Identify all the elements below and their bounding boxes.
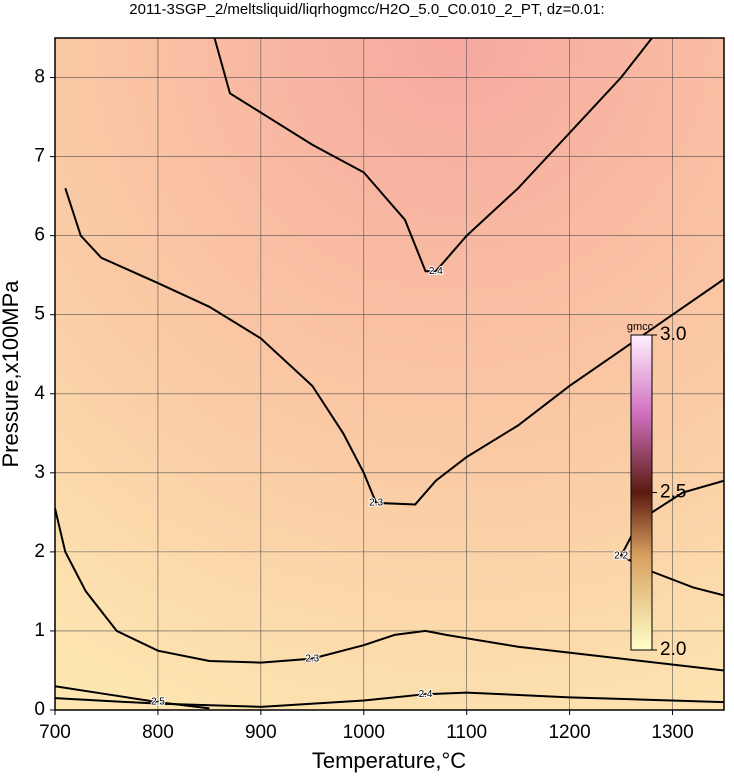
x-tick-label: 700 — [39, 722, 71, 743]
contour-label: 2.2 — [614, 550, 628, 561]
x-tick-label: 900 — [245, 722, 277, 743]
plot-background — [55, 38, 724, 710]
plot-frame — [54, 37, 725, 711]
contour-label: 2.5 — [151, 697, 165, 708]
y-tick-label: 8 — [34, 67, 45, 88]
contour-line — [619, 479, 725, 597]
x-tick-label: 1300 — [651, 722, 693, 743]
y-axis-label: Pressure,x100MPa — [0, 280, 23, 468]
contour-label: 2.3 — [305, 653, 319, 664]
x-axis-label: Temperature,°C — [312, 748, 466, 773]
contour-label: 2.3 — [369, 498, 383, 509]
y-tick-label: 1 — [34, 620, 45, 641]
x-tick-label: 800 — [142, 722, 174, 743]
contour-line — [54, 508, 725, 672]
y-tick-label: 2 — [34, 541, 45, 562]
colorbar — [630, 334, 653, 651]
y-tick-label: 5 — [34, 304, 45, 325]
y-tick-label: 3 — [34, 462, 45, 483]
contour-label: 2.4 — [419, 689, 433, 700]
chart-title: 2011-3SGP_2/meltsliquid/liqrhogmcc/H2O_5… — [129, 1, 604, 18]
y-tick-label: 0 — [34, 699, 45, 720]
contour-line — [64, 187, 725, 506]
colorbar-tick-label: 3.0 — [660, 324, 686, 345]
colorbar-tick-label: 2.0 — [660, 639, 686, 660]
y-tick-label: 4 — [34, 383, 45, 404]
contour-label: 2.4 — [429, 266, 443, 277]
y-tick-label: 7 — [34, 146, 45, 167]
x-tick-label: 1000 — [343, 722, 385, 743]
x-tick-label: 1200 — [548, 722, 590, 743]
y-tick-label: 6 — [34, 225, 45, 246]
contour-line — [213, 37, 653, 273]
x-tick-label: 1100 — [446, 722, 487, 743]
contour-line — [54, 685, 210, 710]
colorbar-label: gmcc — [627, 321, 654, 333]
colorbar-tick-label: 2.5 — [660, 482, 686, 503]
